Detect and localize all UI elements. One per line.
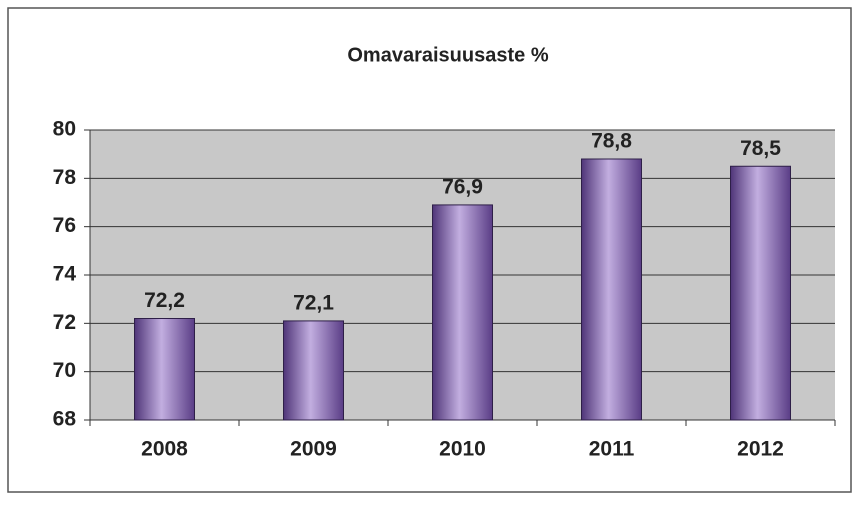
y-tick-label: 76 xyxy=(53,214,76,237)
data-label: 76,9 xyxy=(442,175,483,198)
y-tick-label: 74 xyxy=(53,263,77,286)
x-tick-label: 2012 xyxy=(737,438,784,461)
y-tick-label: 72 xyxy=(53,311,76,334)
chart-title: Omavaraisuusaste % xyxy=(347,44,548,66)
x-tick-label: 2008 xyxy=(141,438,188,461)
bar xyxy=(432,204,493,421)
y-tick-label: 80 xyxy=(53,118,76,141)
data-label: 78,5 xyxy=(740,137,781,160)
bar xyxy=(134,318,195,421)
bar xyxy=(581,158,642,421)
x-tick-label: 2009 xyxy=(290,438,337,461)
y-tick-label: 78 xyxy=(53,166,77,189)
data-label: 78,8 xyxy=(591,130,632,153)
x-tick-label: 2010 xyxy=(439,438,486,461)
y-tick-label: 68 xyxy=(53,408,77,431)
bar xyxy=(283,320,344,421)
data-label: 72,2 xyxy=(144,289,185,312)
y-tick-label: 70 xyxy=(53,359,76,382)
x-tick-label: 2011 xyxy=(589,438,635,461)
bar xyxy=(730,165,791,421)
data-label: 72,1 xyxy=(293,291,334,314)
